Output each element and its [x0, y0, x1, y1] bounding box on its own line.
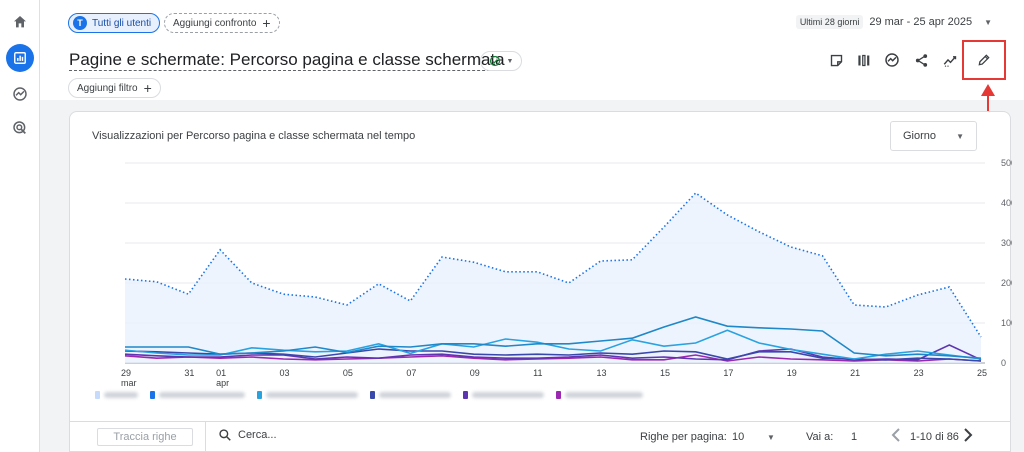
segment-label: Tutti gli utenti — [92, 17, 152, 29]
add-filter-button[interactable]: Aggiungi filtro + — [68, 78, 161, 98]
page-title[interactable]: Pagine e schermate: Percorso pagina e cl… — [69, 50, 505, 71]
series-area-totale — [125, 193, 981, 363]
table-controls: Traccia righe Righe per pagina: 10 ▼ Vai… — [70, 421, 1010, 452]
chevron-down-icon: ▼ — [984, 17, 992, 27]
legend-item — [95, 391, 138, 399]
x-tick-label: mar — [121, 378, 137, 388]
legend-swatch — [370, 391, 375, 399]
legend-swatch — [95, 391, 100, 399]
x-tick-label: 01 — [216, 368, 226, 378]
series-line-1 — [125, 316, 982, 359]
pagination-range: 1-10 di 86 — [910, 431, 959, 443]
x-tick-label: apr — [216, 378, 229, 388]
plus-icon: + — [262, 15, 271, 31]
check-circle-icon — [489, 55, 500, 67]
left-nav — [0, 0, 40, 452]
granularity-value: Giorno — [903, 130, 937, 142]
chevron-down-icon: ▼ — [956, 131, 964, 141]
x-tick-label: 25 — [977, 368, 987, 378]
legend-item — [556, 391, 643, 399]
add-comparison-label: Aggiungi confronto — [173, 17, 257, 29]
legend-label-redacted — [472, 392, 544, 398]
plus-icon: + — [143, 80, 152, 96]
legend-label-redacted — [565, 392, 643, 398]
share-icon[interactable] — [910, 49, 932, 71]
chevron-down-icon: ▼ — [506, 57, 514, 65]
legend-label-redacted — [159, 392, 245, 398]
date-range-picker[interactable]: Ultimi 28 giorni 29 mar - 25 apr 2025 ▼ — [795, 15, 992, 29]
x-tick-label: 05 — [343, 368, 353, 378]
x-tick-label: 21 — [850, 368, 860, 378]
y-tick-label: 100 — [1001, 318, 1012, 328]
chart-title: Visualizzazioni per Percorso pagina e cl… — [92, 130, 416, 142]
legend-label-redacted — [104, 392, 138, 398]
series-line-5 — [124, 354, 982, 362]
x-tick-label: 23 — [914, 368, 924, 378]
edit-highlight-annotation — [962, 40, 1006, 80]
note-icon[interactable] — [825, 49, 847, 71]
segment-chip[interactable]: T Tutti gli utenti — [68, 13, 161, 33]
legend-label-redacted — [379, 392, 451, 398]
report-status-dropdown[interactable]: ▼ — [480, 51, 522, 71]
user-avatar: T — [73, 16, 87, 30]
chevron-right-icon[interactable] — [962, 427, 974, 446]
plot-rows-button[interactable]: Traccia righe — [97, 428, 193, 446]
x-tick-label: 11 — [533, 368, 542, 378]
report-header: T Tutti gli utenti Aggiungi confronto + … — [40, 0, 1024, 100]
legend-swatch — [463, 391, 468, 399]
divider — [205, 422, 206, 452]
search-input[interactable] — [238, 429, 358, 441]
main-area: T Tutti gli utenti Aggiungi confronto + … — [40, 0, 1024, 452]
y-tick-label: 400 — [1001, 198, 1012, 208]
legend-swatch — [257, 391, 262, 399]
insights-icon[interactable] — [881, 49, 903, 71]
legend-item — [150, 391, 245, 399]
advertising-icon[interactable] — [6, 114, 34, 142]
add-filter-label: Aggiungi filtro — [77, 82, 138, 94]
rows-per-page-label: Righe per pagina: — [640, 431, 727, 443]
chevron-left-icon[interactable] — [890, 427, 902, 446]
chevron-down-icon[interactable]: ▼ — [767, 433, 775, 442]
granularity-dropdown[interactable]: Giorno ▼ — [890, 121, 977, 151]
legend-item — [370, 391, 451, 399]
add-comparison-button[interactable]: Aggiungi confronto + — [164, 13, 280, 33]
goto-page-input[interactable]: 1 — [851, 431, 858, 443]
trend-icon[interactable] — [939, 49, 961, 71]
home-icon[interactable] — [6, 8, 34, 36]
x-tick-label: 19 — [787, 368, 797, 378]
y-tick-label: 500 — [1001, 158, 1012, 168]
x-tick-label: 15 — [660, 368, 670, 378]
search-box[interactable] — [218, 428, 358, 442]
legend-item — [257, 391, 358, 399]
chart-legend — [95, 391, 651, 399]
legend-item — [463, 391, 544, 399]
x-tick-label: 13 — [597, 368, 607, 378]
arrow-up-annotation — [981, 84, 995, 96]
pencil-icon[interactable] — [973, 49, 995, 71]
x-tick-label: 31 — [184, 368, 194, 378]
date-range-value: 29 mar - 25 apr 2025 — [869, 16, 973, 28]
reports-icon[interactable] — [6, 44, 34, 72]
x-tick-label: 17 — [723, 368, 733, 378]
goto-label: Vai a: — [806, 431, 834, 443]
compare-columns-icon[interactable] — [853, 49, 875, 71]
x-tick-label: 29 — [121, 368, 131, 378]
x-tick-label: 09 — [470, 368, 480, 378]
legend-swatch — [150, 391, 155, 399]
search-icon — [219, 429, 231, 441]
x-tick-label: 07 — [406, 368, 416, 378]
explore-icon[interactable] — [6, 80, 34, 108]
rows-per-page-select[interactable]: 10 — [732, 431, 745, 443]
series-line-3 — [124, 348, 982, 362]
y-tick-label: 300 — [1001, 238, 1012, 248]
date-range-badge: Ultimi 28 giorni — [795, 15, 864, 29]
series-line-2 — [124, 329, 982, 360]
y-tick-label: 0 — [1001, 358, 1006, 368]
x-tick-label: 03 — [280, 368, 290, 378]
y-tick-label: 200 — [1001, 278, 1012, 288]
legend-label-redacted — [266, 392, 358, 398]
legend-swatch — [556, 391, 561, 399]
